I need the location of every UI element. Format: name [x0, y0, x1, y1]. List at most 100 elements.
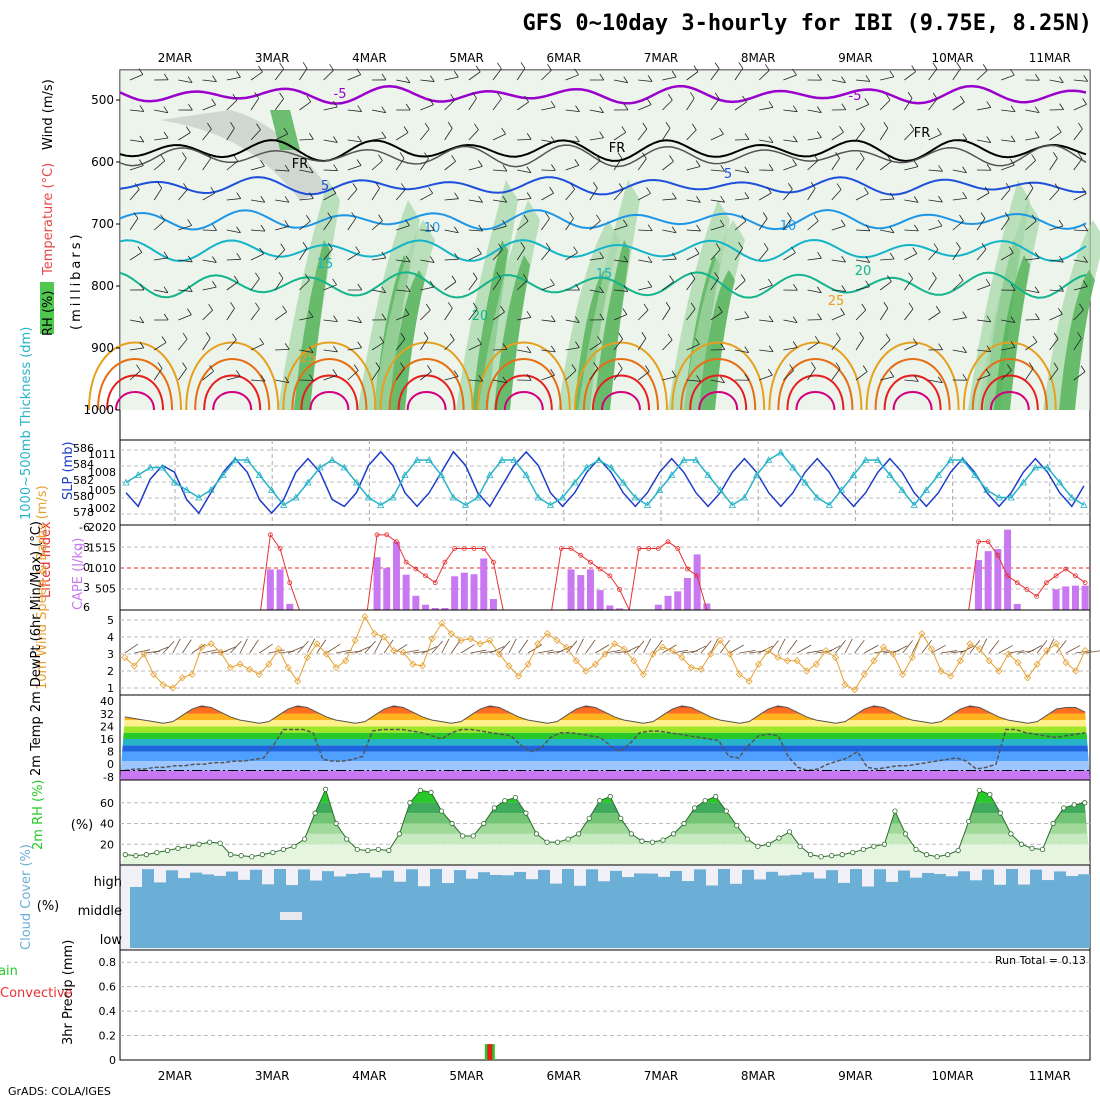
cloud-high-bar: [178, 878, 190, 892]
wind-barb-flag: [133, 212, 139, 219]
wind-barb: [880, 198, 895, 201]
rh-marker: [185, 843, 192, 849]
date-label-bottom: 2MAR: [158, 1069, 193, 1083]
wind-barb-flag: [1077, 332, 1082, 339]
wind-barb-flag: [282, 305, 287, 313]
thickness-marker: [886, 471, 894, 478]
wind-barb: [952, 197, 967, 201]
slp-lines: [122, 448, 1088, 515]
thickness-marker: [655, 486, 664, 493]
rh-unit: (%): [71, 818, 94, 833]
wind-barb-flag: [575, 135, 580, 143]
wind-barb-flag: [912, 338, 918, 345]
wind-barb: [855, 128, 865, 141]
warm-contour: [892, 391, 933, 411]
rh-marker: [544, 839, 550, 845]
wind-barb: [250, 129, 261, 141]
wind-barb: [154, 137, 169, 141]
wind-barb: [638, 104, 652, 111]
wind-barb-flag: [1059, 103, 1064, 110]
date-label-bottom: 11MAR: [1029, 1069, 1071, 1083]
wind-barb-flag: [139, 341, 145, 349]
wind-marker: [687, 664, 696, 672]
wind-barb: [637, 338, 647, 351]
wind10-barb: [489, 646, 505, 654]
wind-marker: [860, 670, 868, 678]
thickness-marker: [158, 463, 167, 471]
wind-barb-flag: [357, 135, 362, 143]
wind-barb: [1073, 259, 1088, 263]
wind-barb: [807, 220, 819, 231]
wind-barb: [565, 218, 574, 231]
thickness-marker: [1031, 463, 1040, 471]
cloud-high-bar: [142, 869, 154, 892]
wind-marker: [457, 636, 465, 644]
wind-barb-flag: [205, 332, 211, 339]
cloud-high-bar: [130, 887, 142, 892]
thickness-marker: [777, 448, 785, 456]
cloud-high-bar: [922, 872, 934, 892]
wind-barb-flag: [817, 251, 822, 259]
wind10-barb: [864, 644, 879, 654]
wind-barb-flag: [545, 212, 550, 219]
wind-barb-flag: [161, 336, 167, 343]
wind-barb-flag: [451, 275, 457, 282]
wind-marker: [764, 647, 772, 655]
wind-marker: [284, 664, 292, 672]
wind10m-speed-line: [121, 613, 1089, 694]
wind-barb-flag: [889, 370, 895, 378]
wind-barb: [976, 192, 990, 201]
li-marker: [646, 546, 652, 551]
wind-barb-flag: [665, 302, 671, 309]
wind-barb-flag: [236, 226, 241, 233]
wind-barb: [202, 128, 212, 141]
wind10-barb: [739, 649, 756, 654]
wind-barb-flag: [647, 256, 653, 263]
rh-marker: [196, 841, 202, 847]
wind-barb-flag: [454, 252, 459, 260]
warm-contour: [300, 374, 359, 411]
wind-barb: [226, 281, 239, 291]
cape-bar: [392, 541, 400, 610]
wind-barb: [758, 70, 770, 81]
wind-barb-flag: [447, 302, 453, 309]
rh-marker: [723, 808, 729, 814]
wind-barb-flag: [671, 370, 677, 377]
warm-contour: [203, 374, 262, 411]
wind-barb: [952, 101, 965, 111]
wind10-barb: [364, 640, 376, 654]
li-marker: [1034, 593, 1040, 599]
cape-bar: [373, 557, 381, 610]
wind-barb-flag: [284, 220, 290, 227]
wind-barb: [347, 189, 358, 201]
wind-barb-flag: [187, 255, 193, 263]
wind-barb: [420, 309, 431, 321]
wind-barb: [541, 284, 555, 291]
contour-label: 20: [855, 264, 872, 279]
cloud-gap: [280, 912, 302, 920]
wind-barb-flag: [933, 243, 939, 250]
rh-plume: [578, 180, 640, 410]
wind-barb-flag: [260, 196, 266, 203]
cape-bar: [974, 560, 982, 610]
wind-barb: [952, 248, 961, 261]
wind-barb: [202, 370, 214, 381]
wind-barb: [904, 98, 913, 111]
wind10-barb: [134, 649, 151, 654]
thickness-marker: [971, 471, 979, 478]
wind-barb-flag: [183, 183, 188, 190]
wind-barb: [783, 319, 798, 324]
wind-barb-flag: [937, 219, 943, 227]
wind-barb-flag: [356, 68, 362, 75]
wind-barb-flag: [865, 256, 871, 263]
wind-barb-flag: [1031, 214, 1037, 222]
wind-barb-flag: [405, 103, 411, 111]
wind-barb-flag: [308, 310, 314, 318]
cloud-high-bar: [814, 878, 826, 892]
wind-barb-flag: [163, 73, 169, 81]
wind-barb-flag: [599, 106, 604, 113]
wind-barb: [226, 229, 241, 234]
wind-barb-flag: [429, 280, 435, 288]
wind-barb-flag: [550, 100, 556, 108]
wind-barb-flag: [255, 272, 260, 280]
